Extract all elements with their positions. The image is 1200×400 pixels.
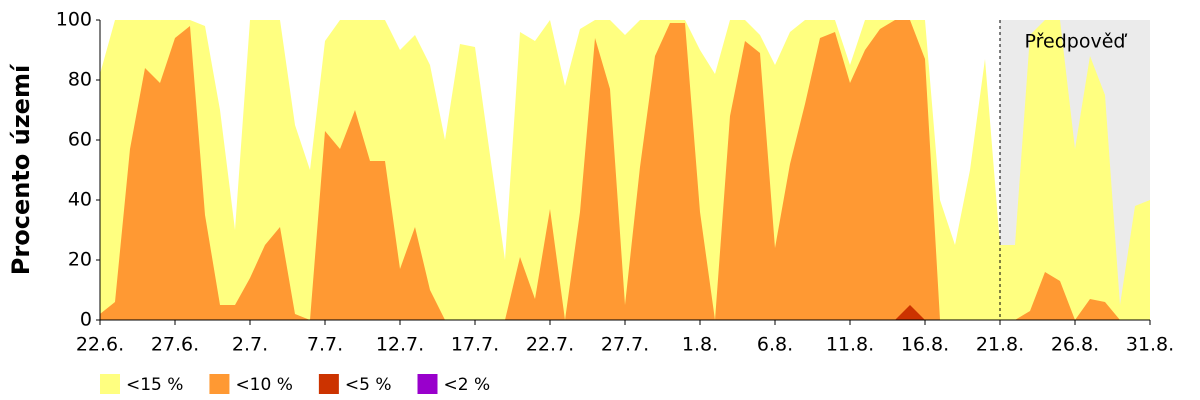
x-tick-label: 2.7. (232, 334, 268, 356)
y-tick-label: 80 (68, 69, 92, 91)
y-tick-label: 0 (80, 309, 92, 331)
x-tick-label: 6.8. (757, 334, 793, 356)
x-tick-label: 22.7. (526, 334, 574, 356)
y-tick-label: 20 (68, 249, 92, 271)
x-tick-label: 11.8. (826, 334, 874, 356)
area (100, 20, 1150, 320)
x-tick-label: 22.6. (76, 334, 124, 356)
legend-label: <5 % (345, 375, 392, 395)
legend-label: <2 % (444, 375, 491, 395)
y-tick-label: 40 (68, 189, 92, 211)
y-tick-label: 60 (68, 129, 92, 151)
x-tick-label: 26.8. (1051, 334, 1099, 356)
x-tick-label: 27.7. (601, 334, 649, 356)
legend-swatch (318, 374, 339, 394)
x-tick-label: 27.6. (151, 334, 199, 356)
legend-label: <15 % (126, 375, 183, 395)
legend-swatch (100, 374, 120, 394)
legend-swatch (209, 374, 230, 394)
x-tick-label: 7.7. (307, 334, 343, 356)
x-tick-label: 21.8. (976, 334, 1024, 356)
legend-swatch (417, 374, 438, 394)
forecast-label: Předpověď (1025, 31, 1128, 53)
x-tick-label: 1.8. (682, 334, 718, 356)
y-tick-label: 100 (56, 9, 92, 31)
legend-label: <10 % (235, 375, 292, 395)
x-tick-label: 17.7. (451, 334, 499, 356)
x-tick-label: 31.8. (1126, 334, 1174, 356)
x-tick-label: 16.8. (901, 334, 949, 356)
y-axis-label: Procento území (7, 63, 35, 275)
x-tick-label: 12.7. (376, 334, 424, 356)
